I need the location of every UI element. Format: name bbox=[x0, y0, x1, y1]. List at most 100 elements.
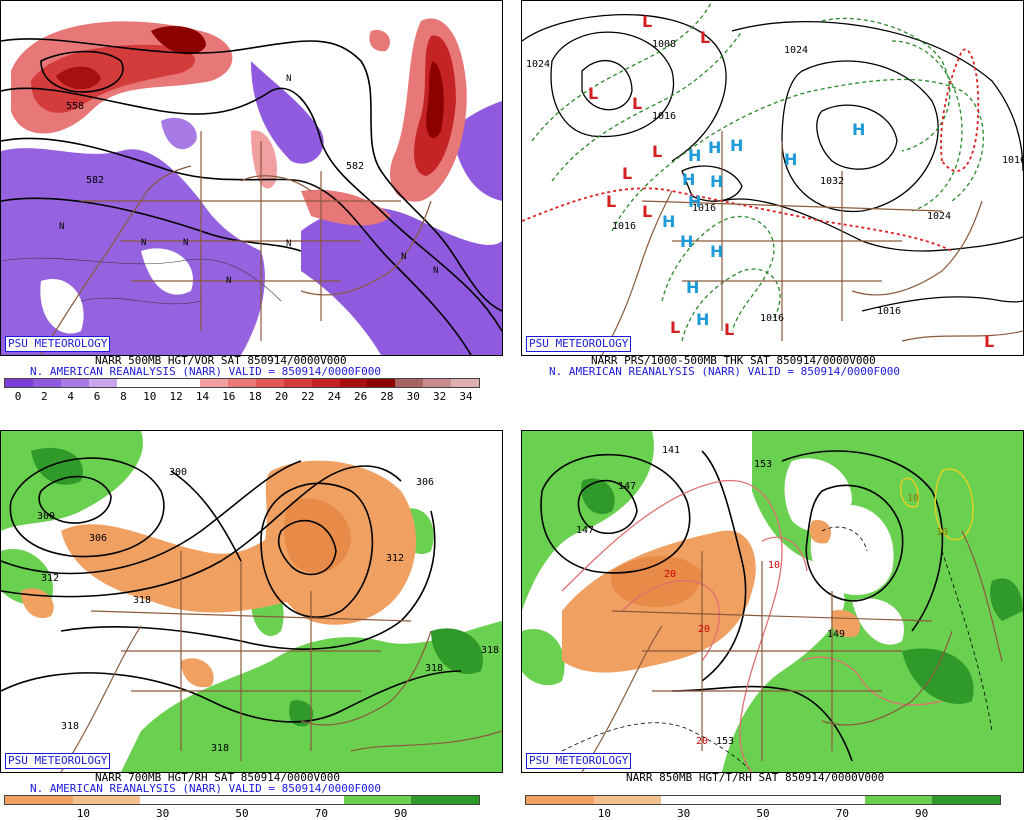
height-label: 318 bbox=[61, 721, 79, 732]
colorbar-tick-label: 4 bbox=[67, 390, 75, 403]
high-pressure-marker: H bbox=[680, 232, 693, 251]
vorticity-min-marker: N bbox=[183, 238, 188, 248]
colorbar-swatch bbox=[423, 379, 451, 387]
panel-subtitle: N. AMERICAN REANALYSIS (NARR) VALID = 85… bbox=[30, 365, 381, 378]
colorbar-swatch bbox=[283, 379, 312, 387]
source-badge: PSU METEOROLOGY bbox=[526, 336, 632, 352]
colorbar-tick-label: 0 bbox=[14, 390, 22, 403]
colorbar-tick-label: 50 bbox=[756, 807, 770, 820]
colorbar-swatch bbox=[395, 379, 424, 387]
colorbar-tick-label: 12 bbox=[169, 390, 183, 403]
pressure-label: 1016 bbox=[612, 221, 636, 232]
low-pressure-marker: L bbox=[670, 318, 680, 337]
height-label: 300 bbox=[37, 511, 55, 522]
colorbar-tick-label: 50 bbox=[235, 807, 249, 820]
colorbar-swatch bbox=[116, 379, 145, 387]
source-badge: PSU METEOROLOGY bbox=[526, 753, 632, 769]
colorbar-swatch bbox=[5, 379, 33, 387]
high-pressure-marker: H bbox=[682, 170, 695, 189]
colorbar-tick-label: 30 bbox=[156, 807, 170, 820]
panel-500mb-vorticity: 558 582 582 N N N N N N N N PSU METEOROL… bbox=[0, 0, 503, 405]
colorbar bbox=[4, 795, 480, 805]
colorbar-swatch bbox=[367, 379, 396, 387]
height-label: 153 bbox=[754, 459, 772, 470]
temperature-label: 20 bbox=[664, 569, 676, 580]
high-pressure-marker: H bbox=[688, 146, 701, 165]
high-pressure-marker: H bbox=[662, 212, 675, 231]
temperature-label: 10 bbox=[768, 560, 780, 571]
contour-label: 558 bbox=[66, 101, 84, 112]
colorbar-tick-label: 30 bbox=[677, 807, 691, 820]
pressure-label: 1016 bbox=[877, 306, 901, 317]
colorbar-tick-label: 22 bbox=[301, 390, 315, 403]
colorbar-tick-label: 30 bbox=[406, 390, 420, 403]
vorticity-min-marker: N bbox=[226, 276, 231, 286]
colorbar-swatch bbox=[593, 796, 662, 804]
colorbar-tick-label: 6 bbox=[93, 390, 101, 403]
colorbar-swatch bbox=[932, 796, 1001, 804]
height-label: 306 bbox=[416, 477, 434, 488]
map-pressure-svg: 1024 1008 1024 1016 1016 1032 1024 1016 … bbox=[522, 1, 1023, 355]
colorbar-swatch bbox=[140, 796, 209, 804]
vorticity-min-marker: N bbox=[286, 74, 291, 84]
map-850mb-svg: 141 147 153 147 20 10 20 149 20 153 10 1… bbox=[522, 431, 1023, 772]
colorbar-swatch bbox=[729, 796, 797, 804]
panel-subtitle: N. AMERICAN REANALYSIS (NARR) VALID = 85… bbox=[549, 365, 900, 378]
high-pressure-marker: H bbox=[686, 278, 699, 297]
colorbar-tick-label: 14 bbox=[195, 390, 210, 403]
height-label: 318 bbox=[425, 663, 443, 674]
map-pressure: 1024 1008 1024 1016 1016 1032 1024 1016 … bbox=[521, 0, 1024, 356]
colorbar-tick-label: 90 bbox=[394, 807, 408, 820]
colorbar-tick-label: 70 bbox=[835, 807, 849, 820]
pressure-label: 1016 bbox=[652, 111, 676, 122]
contour-label: 582 bbox=[86, 175, 104, 186]
height-label: 312 bbox=[386, 553, 404, 564]
panel-title: NARR PRS/1000-500MB THK SAT 850914/0000V… bbox=[591, 354, 876, 367]
colorbar-swatch bbox=[60, 379, 89, 387]
colorbar-tick-label: 70 bbox=[314, 807, 328, 820]
colorbar-swatch bbox=[661, 796, 730, 804]
height-label: 147 bbox=[618, 481, 636, 492]
low-pressure-marker: L bbox=[724, 320, 734, 339]
colorbar-tick-label: 8 bbox=[120, 390, 127, 403]
height-label: 318 bbox=[133, 595, 151, 606]
colorbar-swatch bbox=[311, 379, 340, 387]
low-pressure-marker: L bbox=[588, 84, 598, 103]
contour-label: 582 bbox=[346, 161, 364, 172]
colorbar-tick-label: 28 bbox=[380, 390, 394, 403]
source-badge: PSU METEOROLOGY bbox=[5, 336, 111, 352]
colorbar-tick-label: 2 bbox=[41, 390, 48, 403]
height-label: 141 bbox=[662, 445, 680, 456]
colorbar-swatch bbox=[526, 796, 594, 804]
panel-sea-level-pressure: 1024 1008 1024 1016 1016 1032 1024 1016 … bbox=[521, 0, 1024, 405]
colorbar-tick-label: 20 bbox=[274, 390, 289, 403]
colorbar-tick-label: 26 bbox=[353, 390, 368, 403]
panel-title: NARR 850MB HGT/T/RH SAT 850914/0000V000 bbox=[626, 771, 885, 784]
pressure-label: 1008 bbox=[652, 39, 676, 50]
colorbar-swatch bbox=[200, 379, 228, 387]
colorbar-tick-label: 32 bbox=[433, 390, 447, 403]
vorticity-min-marker: N bbox=[433, 266, 438, 276]
colorbar-swatch bbox=[72, 796, 141, 804]
high-pressure-marker: H bbox=[688, 192, 701, 211]
low-pressure-marker: L bbox=[700, 28, 710, 47]
low-pressure-marker: L bbox=[632, 94, 642, 113]
colorbar-tick-label: 18 bbox=[248, 390, 262, 403]
pressure-label: 1016 bbox=[692, 203, 716, 214]
pressure-label: 1024 bbox=[526, 59, 550, 70]
map-850mb: 141 147 153 147 20 10 20 149 20 153 10 1… bbox=[521, 430, 1024, 773]
pressure-label: 1024 bbox=[927, 211, 951, 222]
colorbar-tick-label: 10 bbox=[597, 807, 611, 820]
panel-title: NARR 700MB HGT/RH SAT 850914/0000V000 bbox=[95, 771, 341, 784]
map-500mb-svg: 558 582 582 N N N N N N N N bbox=[1, 1, 502, 355]
pressure-label: 1016 bbox=[760, 313, 784, 324]
height-label: 300 bbox=[169, 467, 187, 478]
colorbar-swatch bbox=[339, 379, 368, 387]
colorbar-tick-label: 90 bbox=[915, 807, 929, 820]
colorbar bbox=[525, 795, 1001, 805]
colorbar-swatch bbox=[343, 796, 412, 804]
map-500mb: 558 582 582 N N N N N N N N PSU METEOROL… bbox=[0, 0, 503, 356]
colorbar-swatch bbox=[451, 379, 479, 387]
vorticity-min-marker: N bbox=[141, 238, 146, 248]
high-pressure-marker: H bbox=[784, 150, 797, 169]
